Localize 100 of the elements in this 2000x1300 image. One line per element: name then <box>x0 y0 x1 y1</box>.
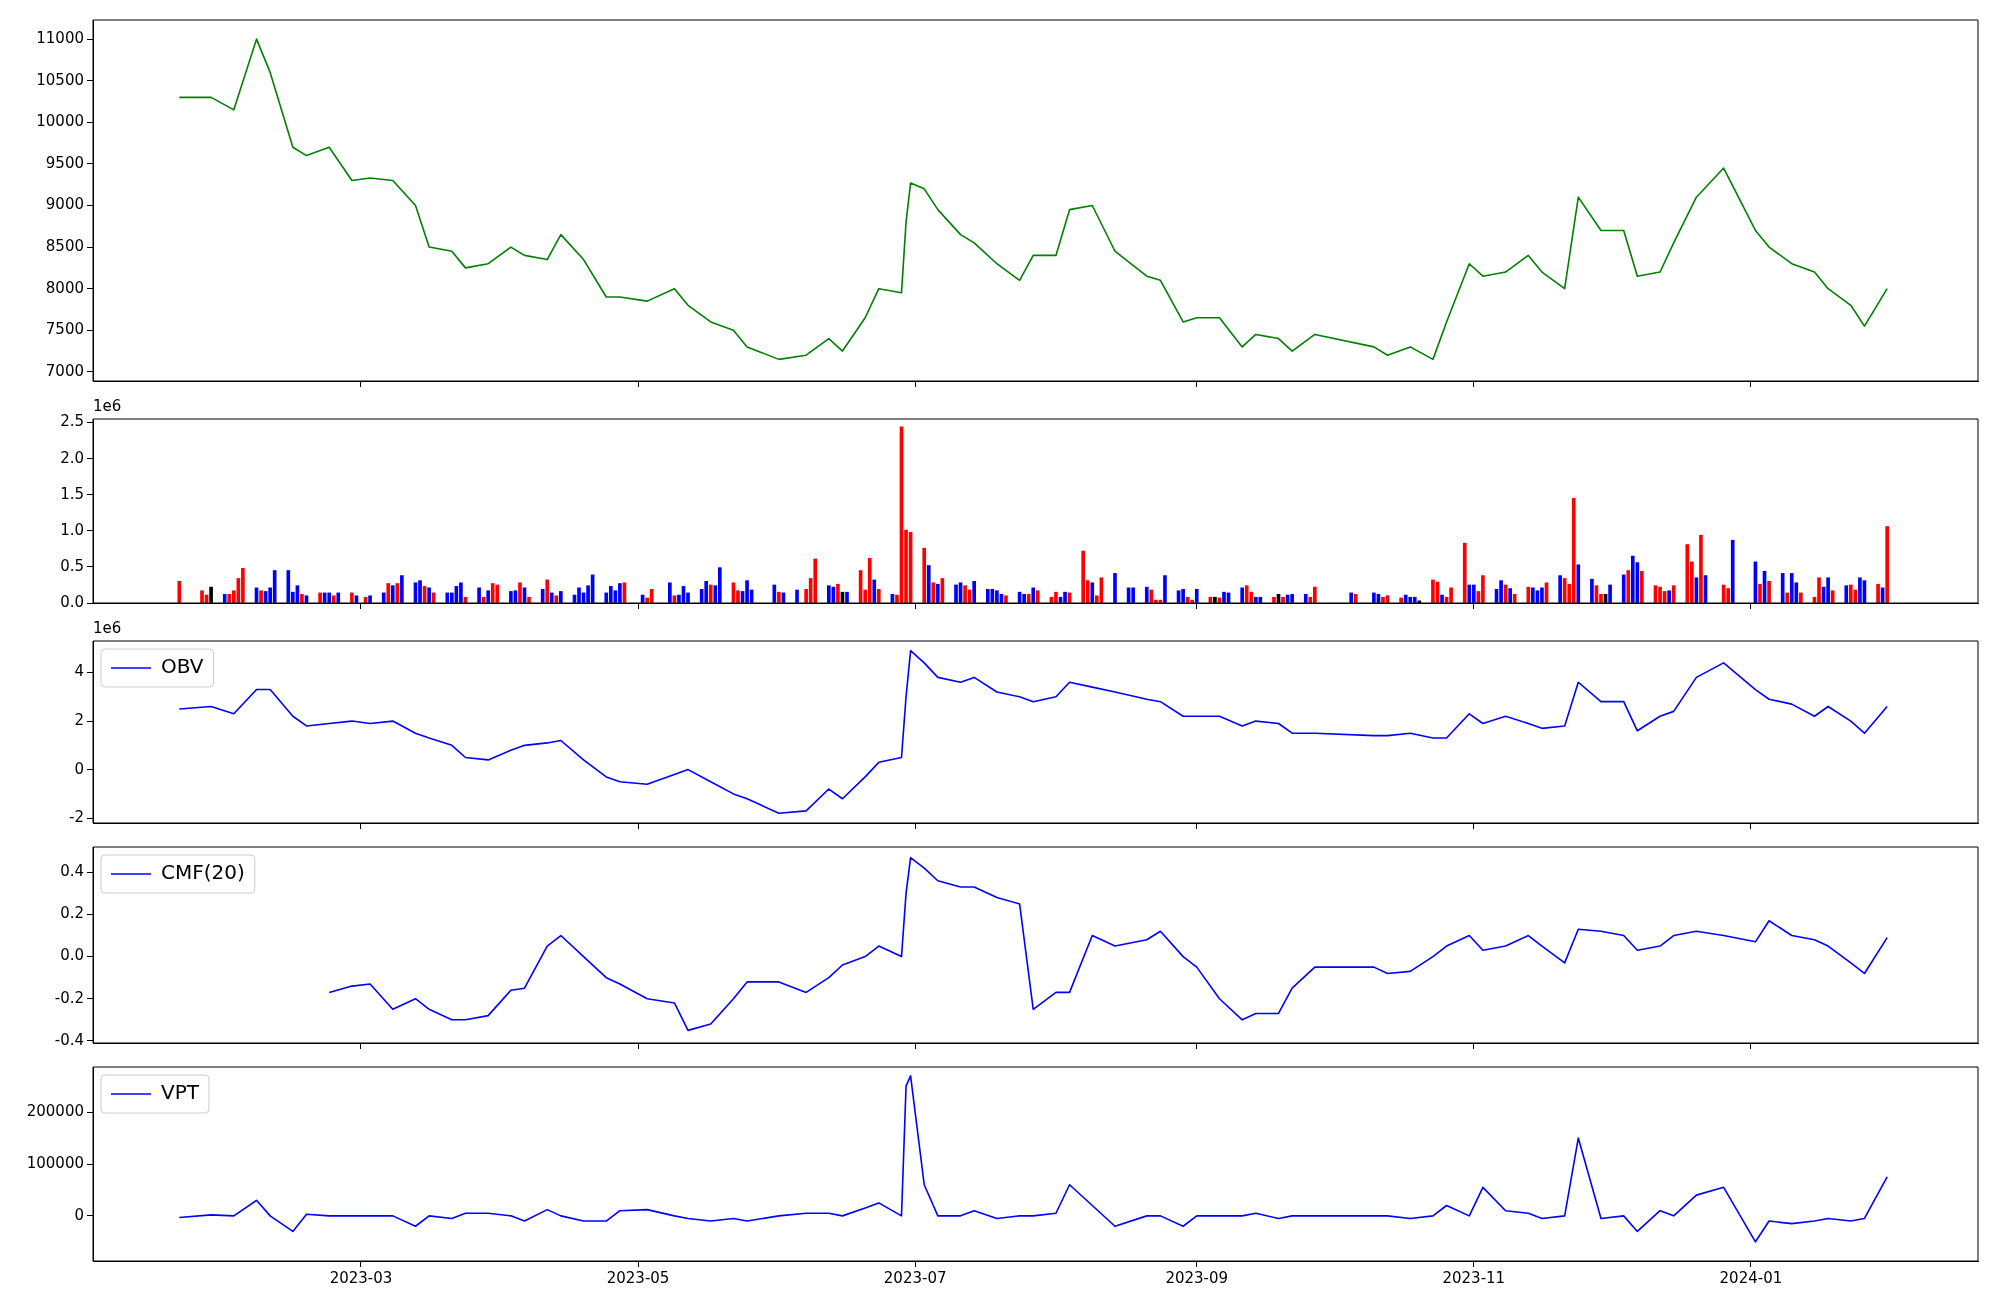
y-tick-label: 8500 <box>45 236 84 255</box>
bar <box>1181 588 1185 603</box>
y-tick-label: 7500 <box>45 320 84 339</box>
x-tick-label: 2023-05 <box>606 1268 670 1287</box>
bar <box>922 547 927 603</box>
bar <box>1621 574 1626 603</box>
bar <box>381 592 386 603</box>
bar <box>386 583 391 603</box>
bar <box>772 584 777 603</box>
bar <box>1512 594 1517 603</box>
bar <box>331 595 336 603</box>
bar <box>1876 583 1880 603</box>
bar <box>495 584 500 603</box>
bar <box>954 584 958 603</box>
bar <box>554 595 559 603</box>
bar <box>490 583 495 603</box>
y-tick-label: 8000 <box>45 278 84 297</box>
y-tick-label: 0.0 <box>60 592 84 611</box>
bar <box>704 581 709 603</box>
text: 1e6 <box>93 397 122 416</box>
bar <box>1063 591 1067 603</box>
bar <box>608 586 613 603</box>
bar <box>1885 526 1889 603</box>
bar <box>876 588 881 603</box>
bar <box>1571 498 1576 603</box>
bar <box>1349 592 1354 603</box>
bar <box>777 591 781 603</box>
bar <box>1113 573 1117 603</box>
bar <box>1767 581 1771 603</box>
bar <box>1035 590 1040 603</box>
bar <box>1403 594 1408 603</box>
bar <box>845 591 849 603</box>
bar <box>1671 585 1676 603</box>
bar <box>222 594 227 603</box>
bar <box>518 582 522 603</box>
bar <box>545 579 550 603</box>
bar <box>327 592 332 603</box>
bar <box>390 585 395 603</box>
bar <box>931 582 936 603</box>
x-tick-label: 2023-09 <box>1165 1268 1229 1287</box>
bar <box>577 587 581 603</box>
y-tick-label: 4 <box>74 662 84 681</box>
bar <box>1194 588 1199 603</box>
y-tick-label: 0 <box>74 759 84 778</box>
bar <box>1253 596 1258 603</box>
bar <box>708 584 713 603</box>
bar <box>286 570 291 603</box>
bar <box>259 590 263 603</box>
y-tick-label: 7000 <box>45 361 84 380</box>
bar <box>618 583 622 603</box>
bar <box>1758 583 1762 603</box>
bar <box>1462 542 1467 603</box>
bar <box>1449 587 1453 603</box>
bar <box>486 590 490 603</box>
bar <box>1149 589 1154 603</box>
y-tick-label: 9500 <box>45 153 84 172</box>
y-tick-label: -0.4 <box>54 1030 84 1049</box>
bar <box>1412 596 1417 603</box>
bar <box>509 591 513 603</box>
bar <box>1004 595 1008 603</box>
y-tick-label: -2 <box>69 808 84 827</box>
y-tick-label: 0.0 <box>60 946 84 965</box>
bar <box>1290 594 1294 603</box>
y-tick-label: 2 <box>74 710 84 729</box>
y-tick-label: 2.5 <box>60 412 84 431</box>
bar <box>527 596 531 603</box>
bar <box>936 583 940 603</box>
bar <box>1131 587 1135 603</box>
bar <box>872 579 877 603</box>
bar <box>1785 592 1790 603</box>
bar <box>1699 534 1703 603</box>
y-tick-label: 0.4 <box>60 862 84 881</box>
bar <box>395 583 400 603</box>
bar <box>1240 587 1244 603</box>
bar <box>1640 570 1644 603</box>
bar <box>827 585 831 603</box>
bar <box>1499 580 1503 603</box>
bar <box>1630 555 1635 603</box>
bar <box>1031 587 1036 603</box>
bar <box>995 590 999 603</box>
bar <box>717 567 722 603</box>
bar <box>1576 564 1581 603</box>
bar <box>549 592 554 603</box>
bar <box>1022 594 1026 603</box>
bar <box>649 588 654 603</box>
bar <box>1303 594 1308 603</box>
bar <box>427 587 431 603</box>
bar <box>1471 584 1476 603</box>
y-tick-label: 200000 <box>26 1102 84 1121</box>
y-tick-label: 1.0 <box>60 520 84 539</box>
legend-label: OBV <box>161 654 204 679</box>
bar <box>1481 575 1485 603</box>
bar <box>1789 573 1794 603</box>
y-tick-label: 10000 <box>36 112 84 131</box>
bar <box>1817 577 1821 603</box>
y-tick-label: 10500 <box>36 70 84 89</box>
bar <box>1780 573 1785 603</box>
bar <box>1730 539 1735 603</box>
legend-label: VPT <box>161 1080 200 1105</box>
bar <box>1626 570 1631 603</box>
